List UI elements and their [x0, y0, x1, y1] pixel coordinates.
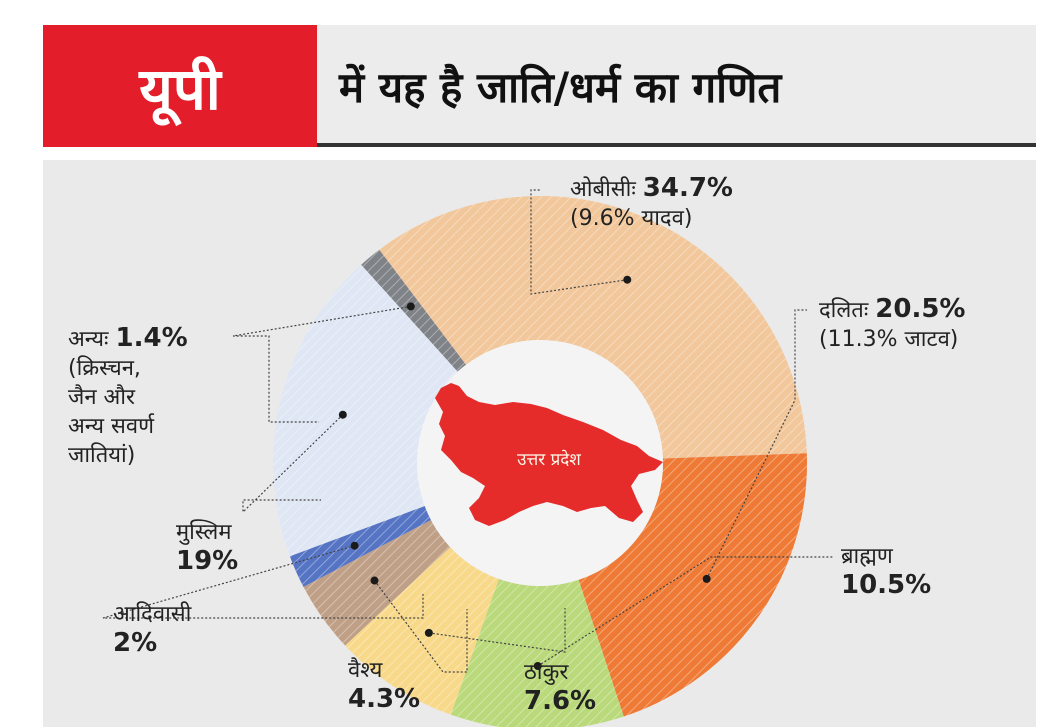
slice-hatch-brahmin — [450, 578, 624, 727]
header-rule — [317, 143, 1036, 147]
slice-hatch-dalit — [578, 453, 807, 717]
slice-hatch-thakur — [345, 547, 499, 715]
label-others-note-1: (क्रिस्चन, — [68, 356, 141, 381]
donut-chart: उत्तर प्रदेश — [102, 189, 833, 727]
label-muslim-value: 19% — [176, 546, 239, 576]
leader-dalit — [706, 309, 807, 580]
dot-thakur — [424, 628, 433, 637]
label-thakur-name: ठाकुर — [524, 660, 569, 685]
dot-muslim — [338, 410, 347, 419]
leader-obc — [530, 189, 628, 295]
chart-title: में यह है जाति/धर्म का गणित — [339, 62, 782, 112]
label-adivasi-value: 2% — [113, 628, 158, 658]
leader-thakur — [428, 608, 566, 653]
leader-muslim — [242, 414, 344, 514]
label-dalit-value: 20.5% — [875, 294, 966, 324]
label-obc-name: ओबीसीः — [570, 177, 636, 202]
label-others-note-3: अन्य सवर्ण — [68, 414, 155, 439]
label-brahmin-name: ब्राह्मण — [841, 544, 893, 569]
label-muslim-name: मुस्लिम — [176, 520, 232, 545]
slice-hatch-adivasi — [289, 505, 432, 587]
dot-obc — [623, 275, 632, 284]
dot-brahmin — [533, 661, 542, 670]
label-obc: ओबीसीः 34.7% (9.6% यादव) — [570, 174, 733, 233]
label-obc-value: 34.7% — [642, 173, 733, 203]
dot-vaishya — [370, 576, 379, 585]
dot-others — [406, 302, 415, 311]
label-others-note-2: जैन और — [68, 385, 136, 410]
label-muslim: मुस्लिम 19% — [176, 518, 238, 576]
leader-vaishya — [374, 580, 468, 673]
label-adivasi-name: आदिवासी — [113, 602, 192, 627]
map-label: उत्तर प्रदेश — [517, 449, 581, 470]
dot-dalit — [702, 574, 711, 583]
label-adivasi: आदिवासी 2% — [113, 600, 191, 658]
dot-adivasi — [350, 541, 359, 550]
header-badge: यूपी — [43, 25, 317, 147]
label-vaishya: वैश्य 4.3% — [348, 656, 420, 714]
up-map-icon — [435, 383, 663, 526]
leader-others — [232, 305, 411, 423]
slice-hatch-muslim — [273, 264, 458, 557]
label-others-value: 1.4% — [115, 323, 188, 353]
label-thakur-value: 7.6% — [524, 686, 597, 716]
label-others: अन्यः 1.4% (क्रिस्चन, जैन और अन्य सवर्ण … — [68, 324, 188, 470]
slice-hatch-others — [361, 249, 466, 372]
label-brahmin: ब्राह्मण 10.5% — [841, 542, 931, 600]
label-dalit-note: (11.3% जाटव) — [819, 327, 959, 352]
label-brahmin-value: 10.5% — [841, 570, 932, 600]
label-others-name: अन्यः — [68, 327, 109, 352]
label-dalit: दलितः 20.5% (11.3% जाटव) — [819, 295, 965, 354]
label-vaishya-name: वैश्य — [348, 658, 383, 683]
chart-panel: उत्तर प्रदेश ओबीसीः 34.7% (9.6% यादव) दल… — [43, 160, 1036, 727]
label-vaishya-value: 4.3% — [348, 684, 421, 714]
header: यूपी में यह है जाति/धर्म का गणित — [43, 25, 1036, 147]
leader-brahmin — [537, 556, 833, 667]
label-others-note-4: जातियां) — [68, 443, 136, 468]
slice-hatch-obc — [379, 195, 807, 459]
label-thakur: ठाकुर 7.6% — [524, 658, 596, 716]
label-dalit-name: दलितः — [819, 298, 869, 323]
leader-adivasi — [102, 545, 424, 619]
label-obc-note: (9.6% यादव) — [570, 206, 693, 231]
